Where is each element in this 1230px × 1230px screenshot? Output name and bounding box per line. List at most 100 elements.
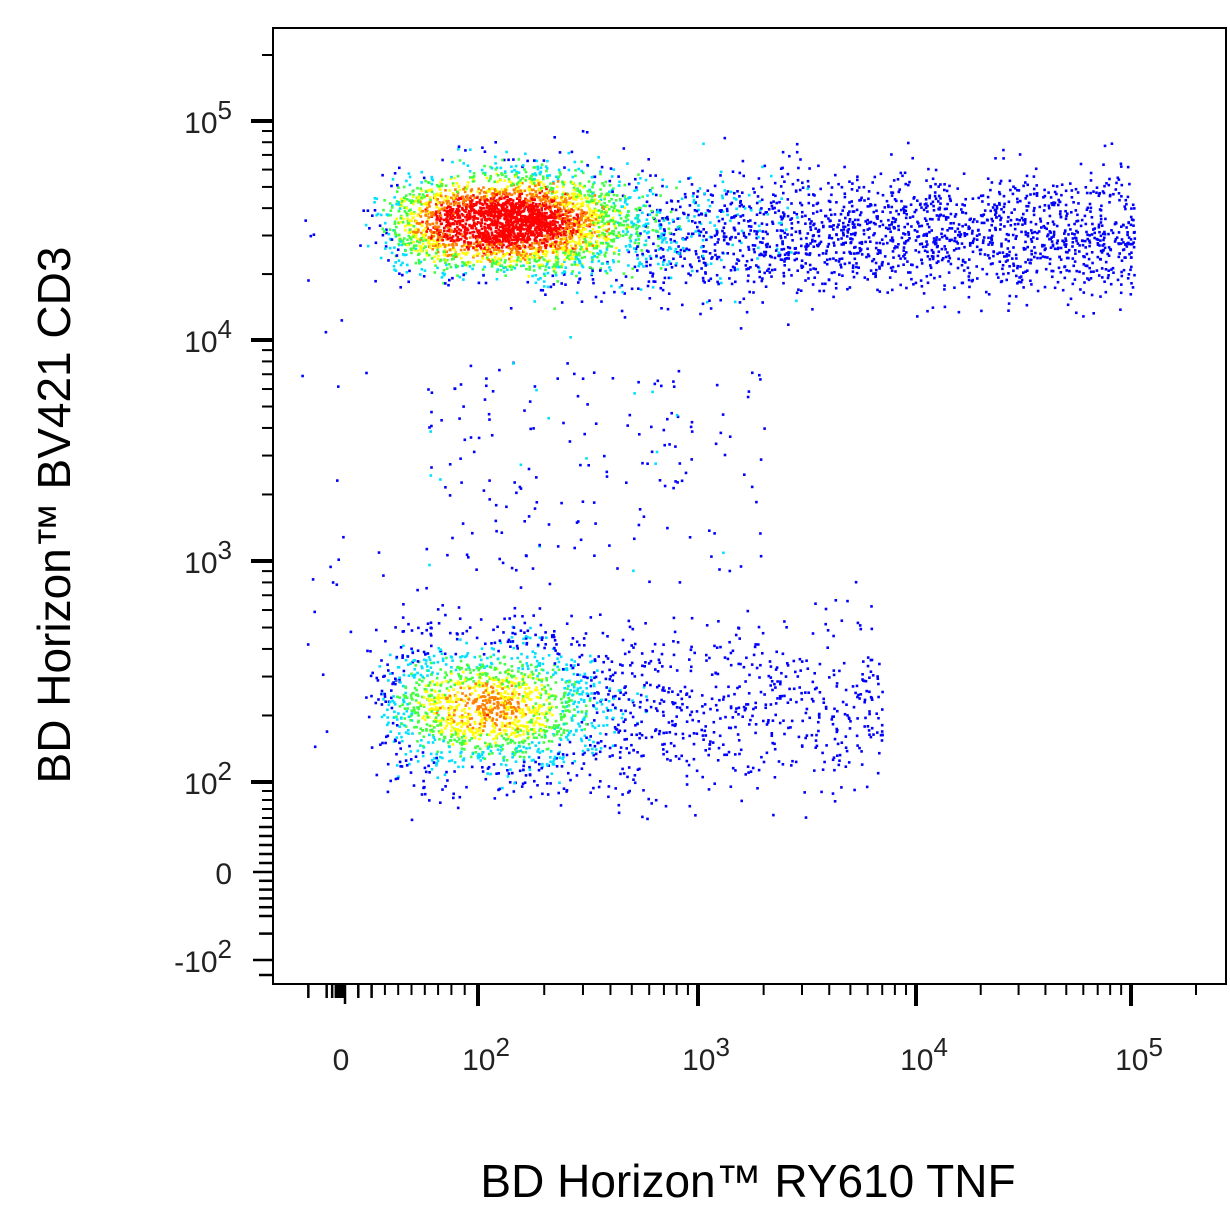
event-dot-cd3pos xyxy=(874,272,877,275)
event-dot-cd3pos xyxy=(545,211,548,215)
event-dot-cd3pos xyxy=(1041,255,1045,258)
event-dot-cd3pos xyxy=(618,213,622,217)
event-dot-cd3pos xyxy=(1007,215,1010,219)
event-dot-cd3pos xyxy=(521,232,525,236)
event-dot-cd3pos xyxy=(635,230,639,234)
event-dot-cd3pos xyxy=(623,195,626,198)
event-dot-cd3pos xyxy=(1092,190,1095,193)
event-dot-cd3pos xyxy=(1012,185,1015,188)
event-dot-cd3pos xyxy=(893,198,897,201)
event-dot-cd3pos xyxy=(887,204,890,207)
event-dot-cd3pos xyxy=(757,246,760,250)
event-dot-cd3pos xyxy=(1055,224,1059,228)
event-dot-cd3pos xyxy=(449,196,453,200)
event-dot-cd3pos xyxy=(438,185,442,188)
event-dot-cd3pos xyxy=(445,267,449,270)
event-dot-cd3pos xyxy=(625,227,628,231)
event-dot-cd3pos xyxy=(400,201,403,204)
event-dot-cd3pos xyxy=(527,210,531,213)
event-dot-cd3pos xyxy=(716,255,719,259)
event-dot-cd3pos xyxy=(515,172,518,175)
event-dot-cd3pos xyxy=(551,243,554,246)
event-dot-cd3pos xyxy=(582,233,586,237)
event-dot-cd3pos xyxy=(401,221,405,224)
event-dot-cd3pos xyxy=(1058,212,1062,216)
event-dot-cd3pos xyxy=(441,232,445,235)
event-dot-cd3pos xyxy=(573,224,576,227)
event-dot-cd3pos xyxy=(884,234,888,238)
event-dot-cd3pos xyxy=(848,218,852,221)
event-dot-cd3pos xyxy=(1132,224,1135,227)
event-dot-cd3pos xyxy=(446,215,449,219)
event-dot-cd3pos xyxy=(834,259,838,262)
event-dot-cd3pos xyxy=(956,242,960,245)
event-dot-cd3pos xyxy=(630,220,633,224)
event-dot-cd3pos xyxy=(1116,176,1120,180)
event-dot-cd3pos xyxy=(563,260,566,263)
event-dot-cd3pos xyxy=(723,222,727,225)
event-dot-cd3pos xyxy=(555,213,558,216)
event-dot-cd3pos xyxy=(909,271,912,274)
event-dot-cd3pos xyxy=(517,158,521,161)
event-dot-cd3pos xyxy=(561,213,564,216)
event-dot-cd3pos xyxy=(782,281,785,285)
event-dot-cd3pos xyxy=(606,260,609,264)
event-dot-cd3pos xyxy=(1055,185,1059,188)
event-dot-cd3pos xyxy=(546,176,549,180)
event-dot-cd3pos xyxy=(499,178,502,182)
event-dot-cd3pos xyxy=(504,240,508,243)
event-dot-cd3pos xyxy=(432,239,436,242)
event-dot-cd3pos xyxy=(775,244,779,247)
event-dot-cd3pos xyxy=(537,181,540,185)
event-dot-cd3pos xyxy=(585,131,589,134)
event-dot-cd3pos xyxy=(1074,209,1078,212)
event-dot-cd3pos xyxy=(565,246,569,250)
event-dot-cd3pos xyxy=(982,221,986,225)
event-dot-cd3pos xyxy=(612,209,615,212)
event-dot-cd3pos xyxy=(499,234,502,238)
event-dot-cd3pos xyxy=(568,222,571,225)
event-dot-cd3pos xyxy=(481,257,484,260)
event-dot-cd3pos xyxy=(859,249,862,253)
event-dot-cd3pos xyxy=(495,277,499,281)
event-dot-cd3pos xyxy=(813,194,816,197)
event-dot-cd3pos xyxy=(690,232,694,236)
event-dot-cd3pos xyxy=(1035,237,1039,240)
event-dot-cd3pos xyxy=(405,206,408,210)
event-dot-cd3pos xyxy=(739,249,742,252)
event-dot-cd3pos xyxy=(594,221,597,225)
event-dot-cd3pos xyxy=(466,251,469,254)
event-dot-cd3pos xyxy=(523,207,526,210)
event-dot-cd3pos xyxy=(938,275,942,278)
event-dot-cd3pos xyxy=(644,178,648,182)
event-dot-cd3pos xyxy=(842,233,845,237)
event-dot-cd3pos xyxy=(929,202,933,206)
event-dot-cd3pos xyxy=(722,265,726,269)
event-dot-cd3pos xyxy=(986,195,990,199)
event-dot-cd3pos xyxy=(571,181,575,185)
event-dot-cd3pos xyxy=(461,195,465,199)
event-dot-cd3pos xyxy=(577,235,581,238)
event-dot-cd3pos xyxy=(806,179,810,183)
event-dot-cd3pos xyxy=(513,266,517,270)
event-dot-cd3pos xyxy=(665,241,668,244)
event-dot-cd3pos xyxy=(586,197,589,200)
event-dot-cd3pos xyxy=(441,207,444,210)
event-dot-cd3pos xyxy=(422,202,426,206)
event-dot-cd3pos xyxy=(589,236,592,240)
event-dot-cd3pos xyxy=(856,218,860,222)
event-dot-cd3pos xyxy=(509,220,513,224)
event-dot-cd3pos xyxy=(1018,153,1022,156)
event-dot-cd3pos xyxy=(878,225,881,228)
event-dot-cd3pos xyxy=(633,265,637,269)
event-dot-cd3pos xyxy=(827,278,831,282)
event-dot-cd3pos xyxy=(1089,210,1092,213)
event-dot-cd3pos xyxy=(537,263,540,267)
event-dot-cd3pos xyxy=(519,181,522,185)
event-dot-cd3pos xyxy=(418,199,422,202)
event-dot-cd3pos xyxy=(573,263,577,266)
event-dot-cd3pos xyxy=(438,211,442,215)
event-dot-cd3pos xyxy=(455,190,459,194)
event-dot-cd3pos xyxy=(1129,268,1132,272)
event-dot-cd3pos xyxy=(526,220,529,224)
